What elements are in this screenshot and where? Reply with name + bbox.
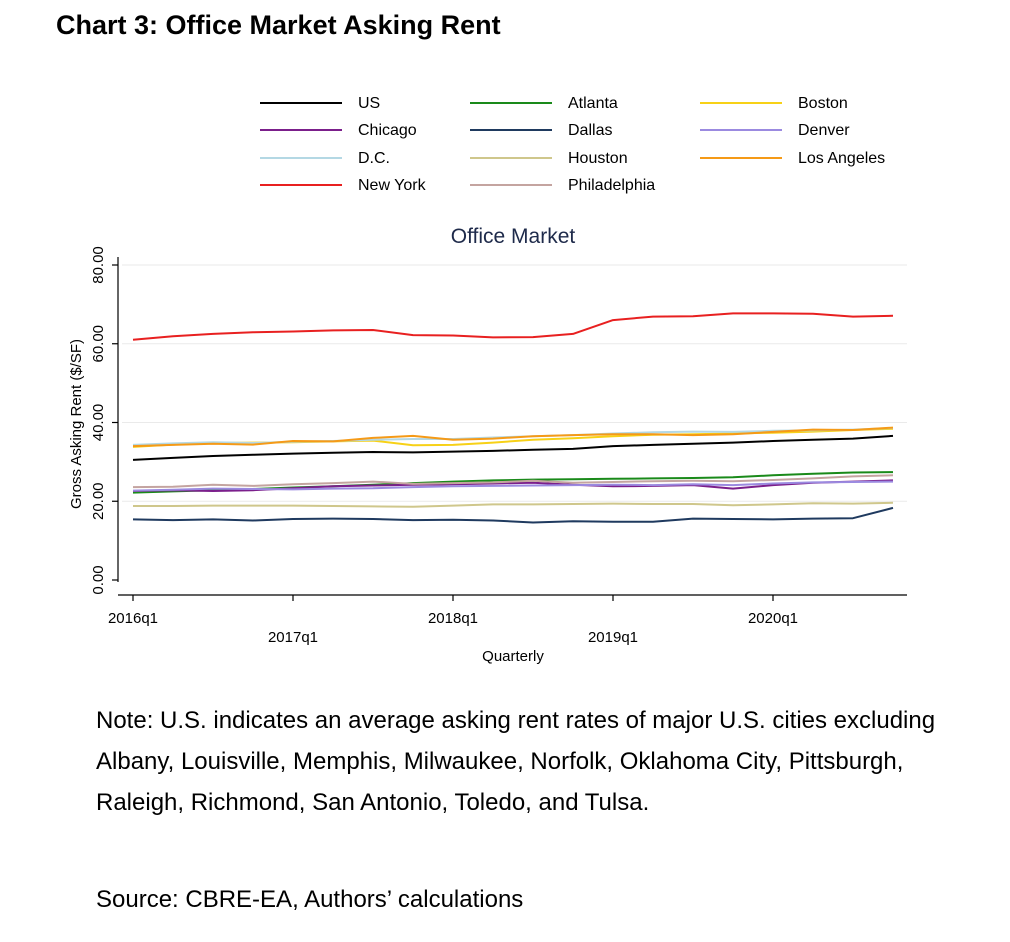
y-tick-label: 60.00 (90, 325, 107, 363)
x-tick-label: 2018q1 (428, 610, 478, 627)
series-lines (132, 312, 894, 524)
legend-label-houston: Houston (568, 150, 628, 167)
legend-label-d-c: D.C. (358, 150, 390, 167)
line-chart: US Atlanta Boston Chicago Dallas Denver D.C. Ho… (68, 95, 907, 665)
legend-label-los-angeles: Los Angeles (798, 150, 885, 167)
y-axis-label: Gross Asking Rent ($/SF) (68, 339, 85, 509)
legend-label-us: US (358, 95, 380, 112)
series-line-philadelphia (132, 474, 894, 489)
y-tick-label: 80.00 (90, 246, 107, 284)
y-tick-label: 40.00 (90, 404, 107, 442)
y-tick-label: 20.00 (90, 482, 107, 520)
legend-label-dallas: Dallas (568, 122, 612, 139)
chart-heading: Chart 3: Office Market Asking Rent (56, 10, 501, 40)
chart-note: Note: U.S. indicates an average asking r… (96, 707, 936, 816)
series-line-us (132, 434, 894, 461)
chart-source: Source: CBRE-EA, Authors’ calculations (96, 886, 524, 913)
x-tick-label: 2017q1 (268, 629, 318, 646)
x-tick-label: 2016q1 (108, 610, 158, 627)
series-line-los-angeles (132, 426, 894, 448)
y-tick-label: 0.00 (90, 565, 107, 594)
legend-label-chicago: Chicago (358, 122, 417, 139)
legend-label-denver: Denver (798, 122, 850, 139)
series-line-dallas (132, 506, 894, 524)
chart-legend: US Atlanta Boston Chicago Dallas Denver D.C. Ho… (260, 95, 885, 194)
legend-label-new-york: New York (358, 177, 427, 194)
series-line-denver (132, 480, 894, 492)
y-axis: 0.00 20.00 40.00 60.00 80.00 (90, 246, 119, 595)
x-tick-label: 2020q1 (748, 610, 798, 627)
series-line-new-york (132, 312, 894, 341)
legend-label-philadelphia: Philadelphia (568, 177, 655, 194)
plot-title: Office Market (451, 225, 576, 248)
gridlines (122, 264, 907, 502)
x-axis: 2016q1 2017q1 2018q1 2019q1 2020q1 (108, 594, 907, 646)
legend-label-atlanta: Atlanta (568, 95, 618, 112)
series-line-houston (133, 501, 894, 508)
x-tick-label: 2019q1 (588, 629, 638, 646)
legend-label-boston: Boston (798, 95, 848, 112)
x-axis-label: Quarterly (482, 648, 544, 665)
